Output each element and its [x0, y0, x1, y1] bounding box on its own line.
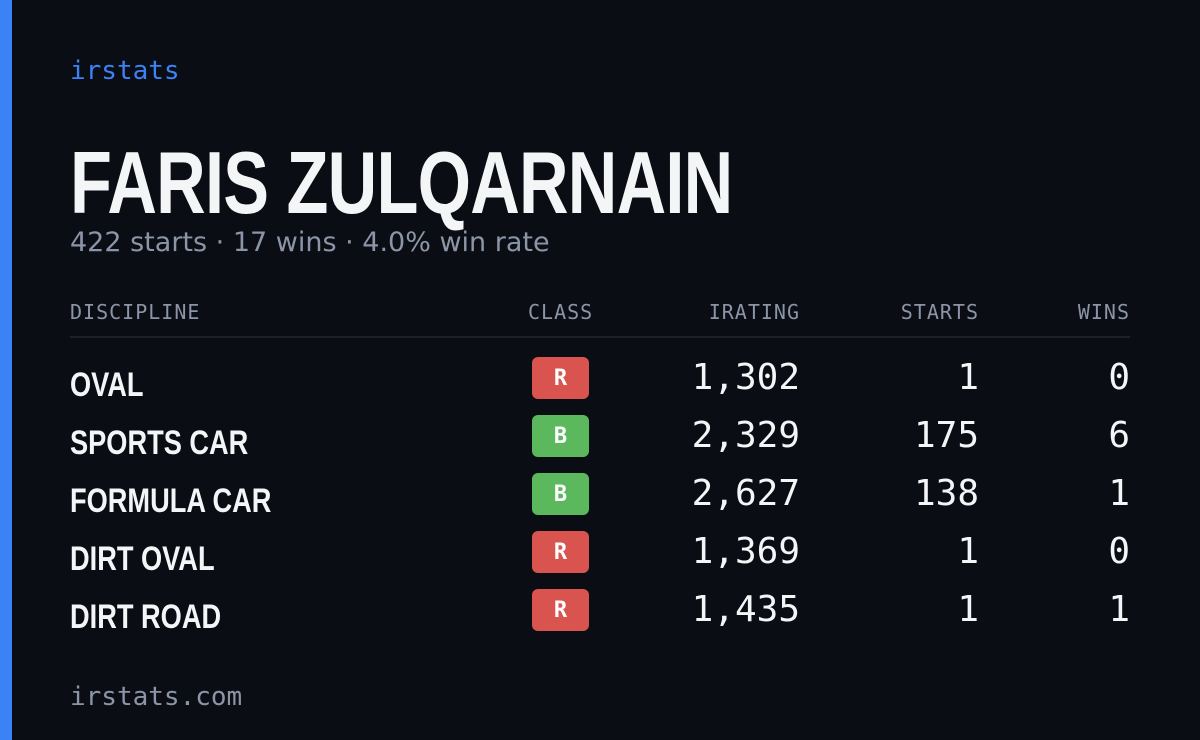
irating: 2,627 — [691, 473, 800, 514]
irating: 1,369 — [691, 531, 800, 572]
starts: 1 — [957, 589, 979, 630]
wins: 0 — [1108, 357, 1130, 398]
starts: 1 — [957, 357, 979, 398]
discipline: DIRT OVAL — [70, 540, 215, 578]
class-badge: B — [532, 415, 589, 457]
discipline: OVAL — [70, 366, 144, 404]
class-badge: R — [532, 531, 589, 573]
class-badge: R — [532, 589, 589, 631]
starts: 175 — [913, 415, 979, 456]
driver-summary: 422 starts · 17 wins · 4.0% win rate — [70, 227, 550, 258]
irating: 1,302 — [691, 357, 800, 398]
discipline: SPORTS CAR — [70, 424, 249, 462]
wins: 0 — [1108, 531, 1130, 572]
discipline: DIRT ROAD — [70, 598, 222, 636]
class-badge: R — [532, 357, 589, 399]
wins: 1 — [1108, 589, 1130, 630]
column-header: WINS — [1077, 300, 1130, 324]
header-rule — [70, 336, 1130, 338]
column-header: CLASS — [528, 300, 594, 324]
discipline: FORMULA CAR — [70, 482, 272, 520]
irating: 1,435 — [691, 589, 800, 630]
starts: 138 — [913, 473, 979, 514]
accent-bar — [0, 0, 12, 740]
column-header: STARTS — [900, 300, 979, 324]
column-header: DISCIPLINE — [70, 300, 201, 324]
wins: 6 — [1108, 415, 1130, 456]
wins: 1 — [1108, 473, 1130, 514]
class-badge: B — [532, 473, 589, 515]
column-header: IRATING — [708, 300, 800, 324]
starts: 1 — [957, 531, 979, 572]
driver-name: FARIS ZULQARNAIN — [70, 133, 733, 232]
brand: irstats — [70, 56, 180, 86]
irating: 2,329 — [691, 415, 800, 456]
footer: irstats.com — [70, 682, 243, 712]
